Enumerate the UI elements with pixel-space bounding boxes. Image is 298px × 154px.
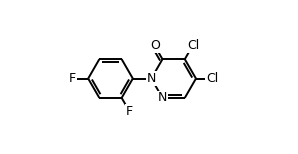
Text: N: N: [158, 91, 167, 104]
Text: Cl: Cl: [187, 39, 199, 52]
Text: O: O: [150, 39, 160, 52]
Text: F: F: [126, 105, 133, 118]
Text: F: F: [69, 72, 76, 85]
Text: N: N: [147, 72, 156, 85]
Text: Cl: Cl: [206, 72, 218, 85]
